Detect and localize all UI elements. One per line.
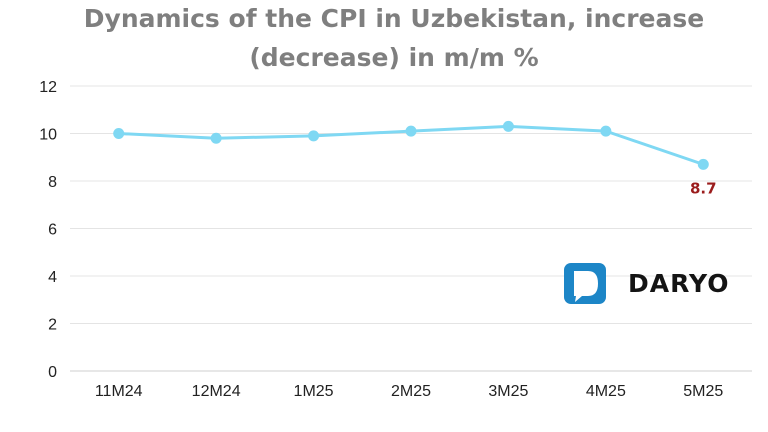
y-tick-label: 4: [48, 269, 57, 286]
x-tick-label: 3M25: [488, 383, 528, 400]
daryo-logo-icon: [564, 263, 606, 304]
y-axis-tick-labels: 0 2 4 6 8 10 12: [39, 79, 57, 381]
x-tick-label: 11M24: [95, 383, 143, 400]
daryo-logo-text: DARYO: [628, 269, 729, 298]
x-tick-label: 1M25: [294, 383, 334, 400]
data-labels: 8.7: [690, 179, 717, 197]
line-series: [113, 120, 709, 170]
y-tick-label: 12: [39, 79, 57, 96]
x-axis-tick-labels: 11M24 12M24 1M25 2M25 3M25 4M25 5M25: [95, 383, 724, 400]
chart-title-line-1: Dynamics of the CPI in Uzbekistan, incre…: [84, 4, 704, 33]
chart-title-line-2: (decrease) in m/m %: [249, 43, 538, 72]
data-label: 8.7: [690, 179, 717, 197]
y-tick-label: 10: [39, 127, 57, 144]
x-tick-label: 2M25: [391, 383, 431, 400]
data-point: [210, 132, 222, 144]
y-tick-label: 6: [48, 222, 57, 239]
x-tick-label: 4M25: [586, 383, 626, 400]
y-tick-label: 2: [48, 317, 57, 334]
data-point: [113, 128, 125, 139]
x-tick-label: 12M24: [192, 383, 241, 400]
data-point: [697, 158, 709, 170]
daryo-logo: DARYO: [564, 263, 729, 304]
data-point: [308, 130, 320, 142]
chart-title: Dynamics of the CPI in Uzbekistan, incre…: [84, 4, 704, 72]
y-tick-label: 0: [48, 364, 57, 381]
data-point: [600, 125, 612, 137]
y-tick-label: 8: [48, 174, 57, 191]
data-point: [405, 125, 417, 137]
data-point: [502, 120, 514, 132]
x-tick-label: 5M25: [683, 383, 723, 400]
